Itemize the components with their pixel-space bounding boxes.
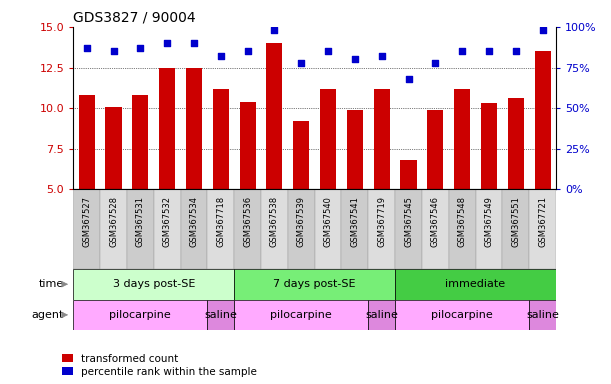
Bar [73, 300, 207, 330]
Bar [293, 121, 309, 189]
Bar [207, 189, 234, 269]
Point [109, 48, 119, 54]
Text: GSM367539: GSM367539 [297, 196, 306, 247]
Point [484, 48, 494, 54]
Text: saline: saline [204, 310, 237, 320]
Text: GSM367538: GSM367538 [270, 196, 279, 247]
Bar [320, 89, 336, 189]
Text: saline: saline [365, 310, 398, 320]
Text: pilocarpine: pilocarpine [431, 310, 493, 320]
Text: GSM367721: GSM367721 [538, 196, 547, 247]
Point [269, 27, 279, 33]
Text: 7 days post-SE: 7 days post-SE [273, 279, 356, 289]
Text: time: time [38, 279, 64, 289]
Bar [529, 300, 556, 330]
Bar [288, 189, 315, 269]
Point [430, 60, 440, 66]
Point [377, 53, 387, 59]
Bar [240, 102, 255, 189]
Bar [395, 300, 529, 330]
Point [189, 40, 199, 46]
Bar [106, 106, 122, 189]
Point [323, 48, 333, 54]
Bar [508, 98, 524, 189]
Bar [213, 89, 229, 189]
Text: GSM367531: GSM367531 [136, 196, 145, 247]
Legend: transformed count, percentile rank within the sample: transformed count, percentile rank withi… [60, 351, 259, 379]
Point [136, 45, 145, 51]
Text: GSM367551: GSM367551 [511, 196, 521, 247]
Bar [181, 189, 207, 269]
Text: GSM367719: GSM367719 [377, 196, 386, 247]
Bar [127, 189, 154, 269]
Text: GSM367546: GSM367546 [431, 196, 440, 247]
Text: GSM367536: GSM367536 [243, 196, 252, 247]
Text: agent: agent [31, 310, 64, 320]
Point [511, 48, 521, 54]
Text: GSM367528: GSM367528 [109, 196, 118, 247]
Bar [73, 189, 100, 269]
Text: pilocarpine: pilocarpine [271, 310, 332, 320]
Text: 3 days post-SE: 3 days post-SE [112, 279, 195, 289]
Bar [347, 110, 363, 189]
Point [243, 48, 252, 54]
Bar [395, 189, 422, 269]
Bar [400, 160, 417, 189]
Bar [315, 189, 342, 269]
Text: saline: saline [526, 310, 559, 320]
Bar [427, 110, 444, 189]
Text: GSM367549: GSM367549 [485, 196, 494, 247]
Bar [535, 51, 551, 189]
Bar [100, 189, 127, 269]
Bar [159, 68, 175, 189]
Text: GDS3827 / 90004: GDS3827 / 90004 [73, 10, 196, 24]
Text: GSM367540: GSM367540 [324, 196, 332, 247]
Bar [154, 189, 181, 269]
Bar [481, 103, 497, 189]
Point [296, 60, 306, 66]
Point [457, 48, 467, 54]
Bar [133, 95, 148, 189]
Bar [342, 189, 368, 269]
Bar [234, 269, 395, 300]
Bar [454, 89, 470, 189]
Bar [186, 68, 202, 189]
Bar [422, 189, 448, 269]
Text: GSM367534: GSM367534 [189, 196, 199, 247]
Point [350, 56, 360, 63]
Point [82, 45, 92, 51]
Bar [73, 269, 234, 300]
Text: pilocarpine: pilocarpine [109, 310, 171, 320]
Text: GSM367718: GSM367718 [216, 196, 225, 247]
Text: GSM367532: GSM367532 [163, 196, 172, 247]
Point [404, 76, 414, 82]
Text: GSM367545: GSM367545 [404, 196, 413, 247]
Point [163, 40, 172, 46]
Bar [234, 300, 368, 330]
Bar [529, 189, 556, 269]
Bar [207, 300, 234, 330]
Bar [502, 189, 529, 269]
Bar [475, 189, 502, 269]
Bar [266, 43, 282, 189]
Bar [234, 189, 261, 269]
Point [216, 53, 225, 59]
Bar [395, 269, 556, 300]
Bar [374, 89, 390, 189]
Bar [448, 189, 475, 269]
Text: GSM367548: GSM367548 [458, 196, 467, 247]
Bar [79, 95, 95, 189]
Text: GSM367527: GSM367527 [82, 196, 91, 247]
Bar [368, 189, 395, 269]
Text: GSM367541: GSM367541 [350, 196, 359, 247]
Text: immediate: immediate [445, 279, 506, 289]
Point [538, 27, 547, 33]
Bar [368, 300, 395, 330]
Bar [261, 189, 288, 269]
